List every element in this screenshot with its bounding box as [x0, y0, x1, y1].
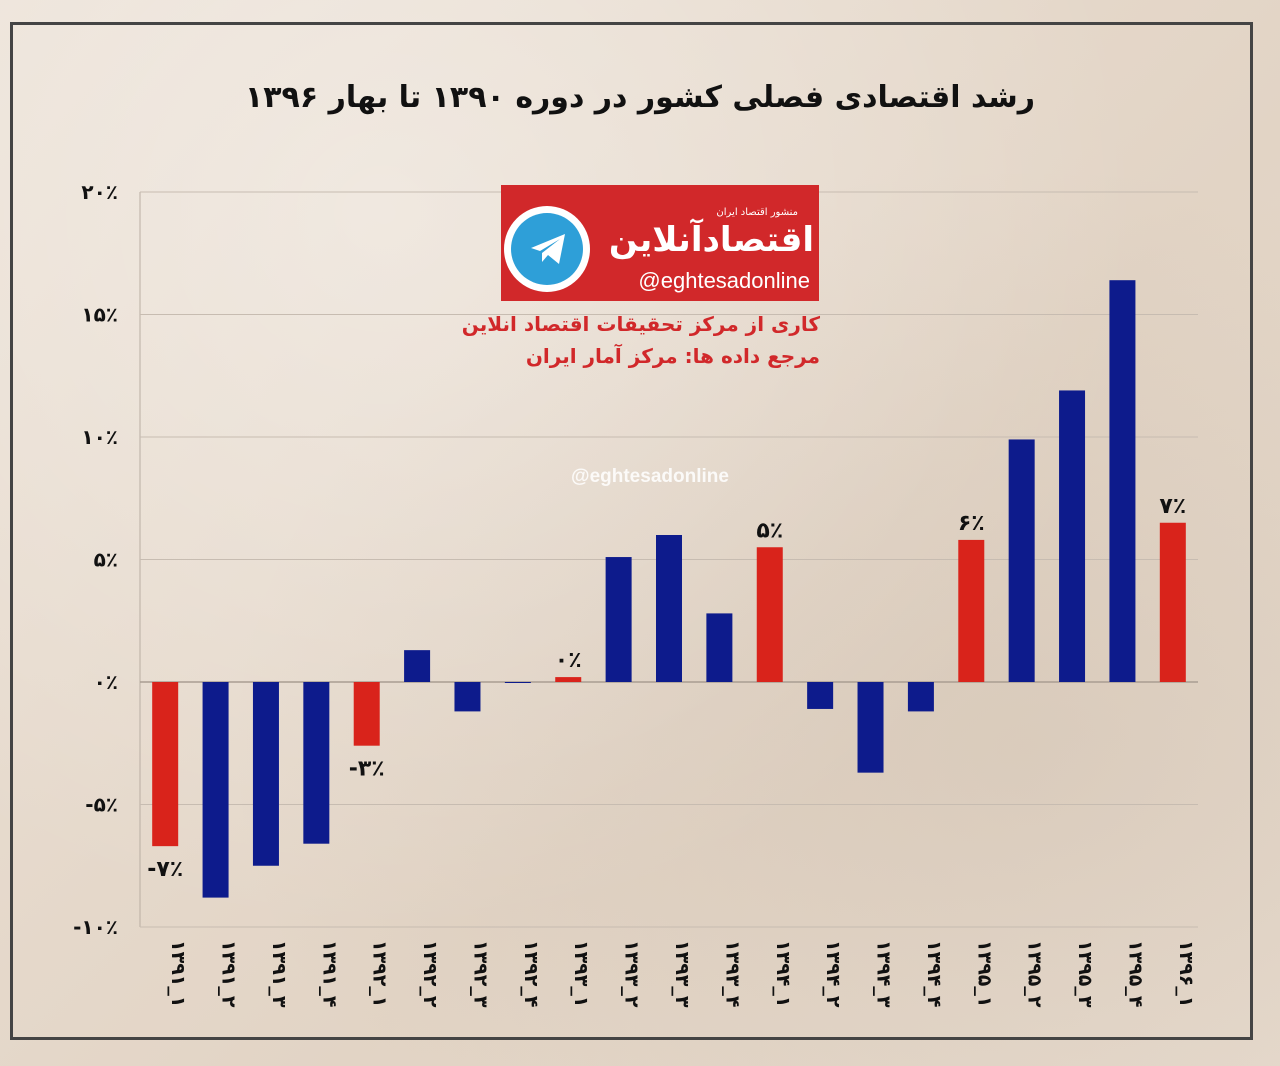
bar [1159, 522, 1186, 682]
data-labels: -۷٪ -۳٪ ۰٪ ۵٪ ۶٪ ۷٪ [147, 494, 1186, 882]
x-tick-label: ۱۳۹۲_۴ [520, 940, 542, 1007]
x-tick-label: ۱۳۹۳_۲ [621, 940, 643, 1008]
brand-handle: @eghtesadonline [638, 268, 810, 293]
bar [454, 682, 481, 712]
x-tick-label: ۱۳۹۵_۱ [973, 940, 995, 1007]
source-line: مرجع داده ها: مرکز آمار ایران [525, 344, 820, 368]
x-tick-label: ۱۳۹۶_۱ [1175, 940, 1197, 1007]
x-tick-label: ۱۳۹۲_۱ [369, 940, 391, 1007]
data-label: -۳٪ [349, 757, 385, 782]
bar [1109, 280, 1136, 682]
data-label: -۷٪ [147, 857, 183, 882]
bar [404, 650, 431, 682]
brand-logo-name: اقتصادآنلاین [608, 220, 814, 260]
chart-title: رشد اقتصادی فصلی کشور در دوره ۱۳۹۰ تا به… [244, 80, 1036, 115]
bar [907, 682, 934, 712]
chart-frame [10, 22, 1253, 1040]
x-tick-label: ۱۳۹۲_۳ [469, 940, 491, 1008]
bars [152, 280, 1186, 898]
telegram-icon [511, 213, 583, 285]
bar [857, 682, 884, 773]
bar [303, 682, 330, 844]
y-axis-ticks: -۱۰٪ -۵٪ ۰٪ ۵٪ ۱۰٪ ۱۵٪ ۲۰٪ [73, 180, 118, 939]
x-tick-label: ۱۳۹۴_۲ [822, 940, 844, 1008]
x-axis-ticks: ۱۳۹۱_۱ ۱۳۹۱_۲ ۱۳۹۱_۳ ۱۳۹۱_۴ ۱۳۹۲_۱ ۱۳۹۲_۲ ۱۳۹۲… [167, 940, 1197, 1008]
x-tick-label: ۱۳۹۴_۳ [873, 940, 895, 1008]
x-tick-label: ۱۳۹۳_۳ [671, 940, 693, 1008]
watermark: @eghtesadonline [571, 466, 729, 487]
x-tick-label: ۱۳۹۱_۲ [218, 940, 240, 1008]
y-tick-label: ۲۰٪ [81, 180, 118, 204]
bar [555, 677, 582, 682]
data-label: ۶٪ [958, 511, 985, 536]
telegram-badge [504, 206, 590, 292]
bar [958, 539, 985, 682]
bar [1008, 439, 1035, 682]
bar [706, 613, 733, 682]
x-tick-label: ۱۳۹۵_۴ [1124, 940, 1146, 1007]
bar [605, 557, 632, 682]
data-label: ۰٪ [555, 648, 582, 673]
data-label: ۵٪ [756, 518, 783, 543]
y-tick-label: ۰٪ [94, 670, 118, 694]
x-tick-label: ۱۳۹۱_۱ [167, 940, 189, 1007]
y-tick-label: ۵٪ [94, 548, 118, 572]
bar [807, 682, 834, 709]
y-tick-label: ۱۵٪ [81, 303, 118, 327]
publisher-tagline: منشور اقتصاد ایران [716, 207, 798, 218]
y-tick-label: -۵٪ [85, 793, 118, 817]
x-tick-label: ۱۳۹۳_۴ [721, 940, 743, 1007]
bar [1059, 390, 1086, 682]
x-tick-label: ۱۳۹۵_۳ [1074, 940, 1096, 1008]
x-tick-label: ۱۳۹۱_۴ [318, 940, 340, 1007]
x-tick-label: ۱۳۹۳_۱ [570, 940, 592, 1007]
x-tick-label: ۱۳۹۱_۳ [268, 940, 290, 1008]
bar [202, 682, 229, 898]
x-tick-label: ۱۳۹۲_۲ [419, 940, 441, 1008]
bar [656, 535, 682, 682]
bar [152, 682, 179, 847]
x-tick-label: ۱۳۹۴_۱ [772, 940, 794, 1007]
x-tick-label: ۱۳۹۵_۲ [1024, 940, 1046, 1008]
bar [504, 682, 531, 683]
y-tick-label: -۱۰٪ [73, 915, 118, 939]
bar [353, 682, 380, 746]
bar [252, 682, 279, 866]
bar [756, 547, 783, 682]
x-tick-label: ۱۳۹۴_۴ [923, 940, 945, 1007]
data-label: ۷٪ [1159, 494, 1186, 519]
credit-line: کاری از مرکز تحقیقات اقتصاد انلاین [461, 312, 820, 336]
y-tick-label: ۱۰٪ [81, 425, 118, 449]
